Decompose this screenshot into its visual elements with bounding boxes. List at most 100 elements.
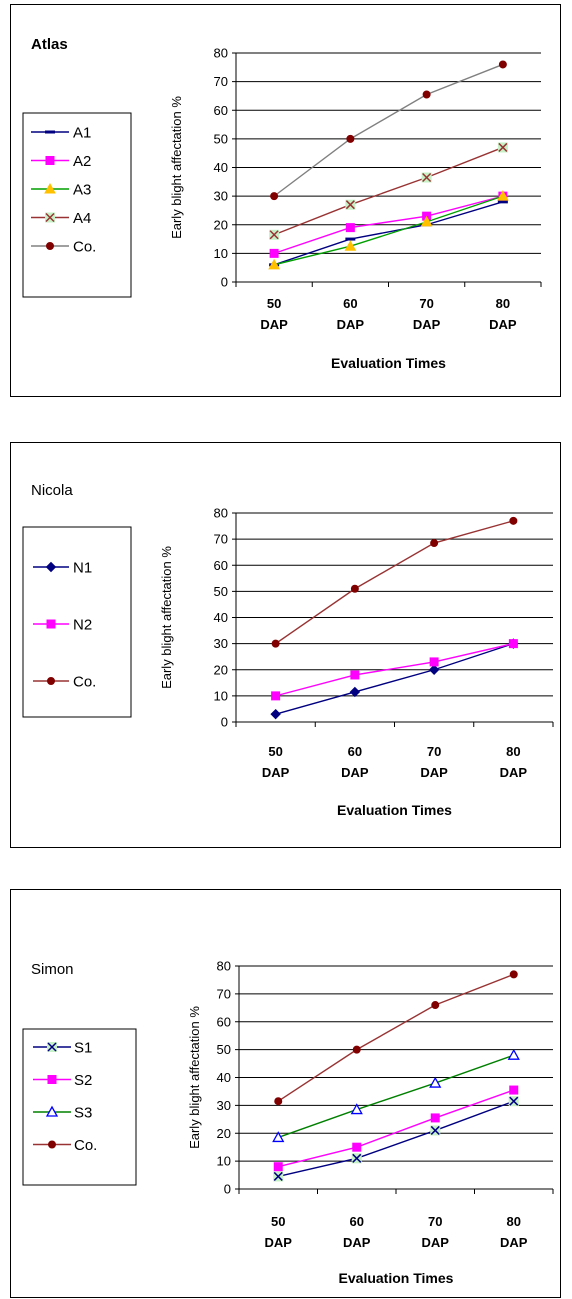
y-tick-label: 40 [217, 1070, 231, 1085]
legend-label: A1 [73, 125, 91, 142]
series-co-point [352, 1045, 361, 1054]
legend-marker [46, 619, 56, 629]
series-s3-point-shape [350, 1103, 363, 1115]
legend-label: S2 [74, 1072, 92, 1089]
series-co-point-shape [509, 516, 518, 525]
y-tick-label: 30 [217, 1098, 231, 1113]
series-co-point [274, 1097, 283, 1106]
series-co-point [346, 134, 355, 143]
legend-item-co: Co. [31, 239, 96, 256]
series-s3-point [507, 1048, 520, 1060]
legend-item-a4: A4 [31, 210, 91, 227]
series-s2-point-shape [430, 1113, 440, 1123]
y-tick-label: 80 [214, 46, 228, 61]
series-a2-point [345, 223, 355, 233]
series-s1-point-x2 [352, 1153, 362, 1163]
series-a3-point [420, 215, 433, 227]
series-a3-point-shape [497, 190, 509, 201]
series-co-point [498, 60, 507, 69]
legend-label: Co. [73, 674, 96, 691]
chart-simon-svg: Simon 0 10 20 30 40 50 60 70 80 50 DAP 60 DAP 70 DAP 80 D… [22, 959, 554, 1286]
y-axis-label: Early blight affectation % [159, 546, 174, 689]
series-n2-line [275, 642, 514, 697]
legend-label: Co. [73, 239, 96, 256]
series-s3-point [350, 1103, 363, 1115]
series-a3-line [273, 195, 504, 266]
series-s1 [273, 1096, 519, 1182]
series-co-point-shape [422, 90, 431, 99]
series-n1-point-shape [428, 664, 440, 675]
legend-box [22, 1028, 137, 1186]
y-tick-label: 0 [224, 1182, 231, 1197]
x-tick-label: 80 [506, 744, 520, 759]
series-s2 [273, 1085, 519, 1172]
series-co-point [271, 639, 280, 648]
legend-label: A2 [73, 153, 91, 170]
legend-marker [47, 677, 55, 685]
x-tick-label: DAP [422, 1235, 450, 1250]
y-tick-label: 40 [214, 160, 228, 175]
legend-label: Co. [74, 1137, 97, 1154]
series-n1-point [349, 686, 361, 698]
x-tick-label: 80 [507, 1214, 521, 1229]
x-tick-label: 60 [348, 744, 362, 759]
series-n2-point [271, 691, 281, 701]
legend: A1 A2 A3 A4 Co. [22, 112, 132, 298]
legend-marker-shape [48, 1140, 56, 1149]
series-s2-point-shape [352, 1142, 362, 1152]
series-n2-point-shape [508, 639, 518, 649]
x-tick-label: 50 [271, 1214, 285, 1229]
series-co [274, 970, 518, 1106]
legend-marker [45, 561, 57, 573]
series-s2-point-shape [509, 1085, 519, 1095]
series-s3-point-shape [272, 1131, 285, 1143]
series-s3-line [278, 1054, 514, 1139]
y-tick-label: 50 [214, 584, 228, 599]
series-co-point [422, 90, 431, 99]
legend-item-a3: A3 [31, 182, 91, 199]
series-n2 [271, 639, 518, 701]
series-a2-point [269, 248, 279, 258]
legend-label: A4 [73, 210, 91, 227]
y-tick-label: 20 [217, 1126, 231, 1141]
series-s2-point [509, 1085, 519, 1095]
x-tick-label: 60 [350, 1214, 364, 1229]
chart-title: Nicola [31, 482, 73, 499]
series-s1-point [273, 1171, 284, 1182]
y-tick-label: 50 [214, 131, 228, 146]
legend-marker [46, 242, 54, 250]
series-n2-point [350, 670, 360, 680]
series-a3-point-shape [420, 215, 433, 227]
series-co-line [275, 520, 514, 645]
x-tick-label: 70 [428, 1214, 442, 1229]
series-n1-line [275, 642, 514, 715]
series-a4-point-x2 [345, 200, 355, 210]
series-co-point-shape [274, 1097, 283, 1106]
series-n2-point-shape [271, 691, 281, 701]
series-n1-point [428, 664, 440, 675]
x-tick-label: DAP [420, 765, 448, 780]
legend-marker [44, 182, 56, 194]
series-a3-point-shape [344, 240, 357, 251]
legend-marker [48, 1140, 56, 1149]
legend-label: S1 [74, 1040, 92, 1057]
legend: S1 S2 S3 Co. [22, 1028, 137, 1186]
series-co-point [509, 516, 518, 525]
x-axis-label: Evaluation Times [331, 355, 446, 371]
y-tick-label: 40 [214, 610, 228, 625]
x-tick-label: 80 [496, 296, 510, 311]
chart-title: Simon [31, 961, 74, 978]
series-a3-point [344, 240, 357, 251]
series-a4-point [497, 142, 508, 153]
y-tick-label: 0 [221, 275, 228, 290]
series-s3-point-shape [507, 1048, 520, 1060]
legend-item-a1: A1 [31, 125, 91, 142]
legend-marker [45, 1105, 59, 1117]
series-s2-point [273, 1162, 283, 1172]
x-axis-label: Evaluation Times [339, 1270, 454, 1286]
chart-nicola-svg: Nicola 0 10 20 30 40 50 60 70 80 50 DAP 60 DAP 70 DAP 80… [22, 482, 554, 818]
legend: N1 N2 Co. [22, 526, 132, 718]
series-s1-line [278, 1100, 514, 1178]
legend-item-s3: S3 [33, 1105, 92, 1122]
series-a3-point [497, 190, 509, 201]
